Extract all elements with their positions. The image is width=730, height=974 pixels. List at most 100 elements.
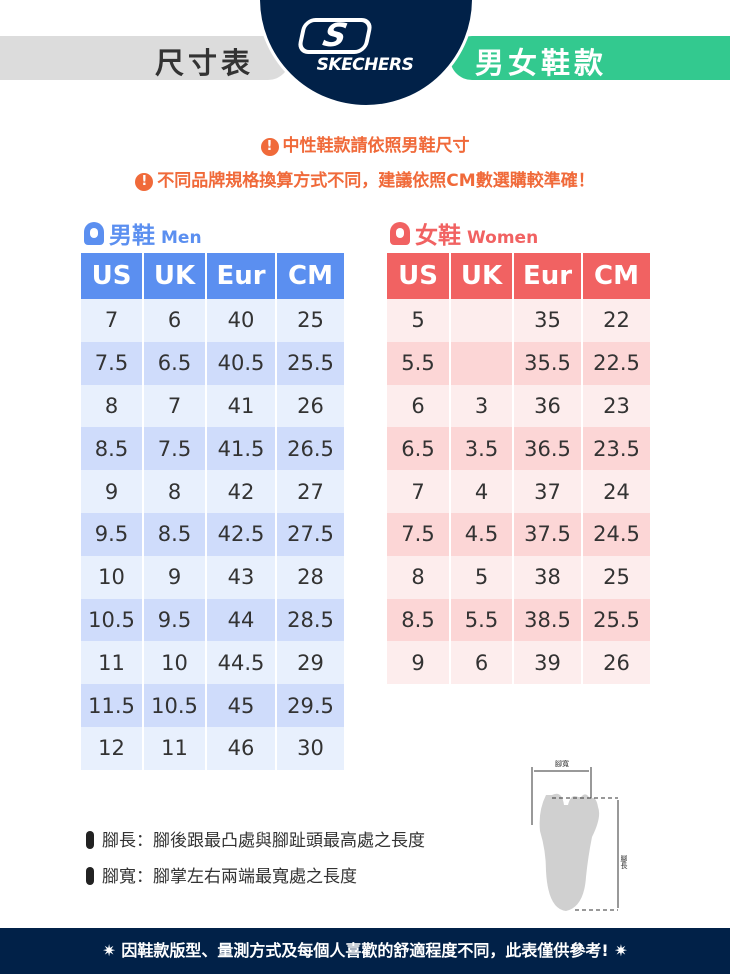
- table-row: 10 9 43 28: [81, 555, 344, 599]
- table-cell: 7.5: [387, 512, 451, 556]
- table-cell: 9.5: [143, 598, 207, 642]
- table-row: 10.5 9.5 44 28.5: [81, 598, 344, 642]
- table-row: 8.5 7.5 41.5 26.5: [81, 427, 344, 471]
- table-cell: 9: [143, 555, 207, 599]
- women-size-table: US UK Eur CM 5 35 22 5.5 35.5 22.5 6 3 36 23 6.5 3.5 36.…: [387, 253, 650, 685]
- table-cell: 43: [206, 555, 277, 599]
- table-cell: 28: [276, 555, 344, 599]
- table-cell: 8: [387, 555, 451, 599]
- men-subtitle: Men: [161, 228, 202, 248]
- foot-width-definition: 腳寬：腳掌左右兩端最寬處之長度: [86, 862, 357, 887]
- brand-logo-s: S: [296, 16, 374, 54]
- definition-text: 腳寬：腳掌左右兩端最寬處之長度: [102, 867, 357, 887]
- table-cell: 4.5: [450, 512, 514, 556]
- column-header: CM: [582, 253, 650, 299]
- table-row: 11 10 44.5 29: [81, 641, 344, 685]
- table-cell: 41: [206, 384, 277, 428]
- table-cell: 3: [450, 384, 514, 428]
- table-cell: 7.5: [143, 427, 207, 471]
- table-cell: 46: [206, 726, 277, 770]
- table-cell: 35: [513, 299, 583, 342]
- table-cell: 36: [513, 384, 583, 428]
- men-size-table: US UK Eur CM 7 6 40 25 7.5 6.5 40.5 25.5 8 7 41 26 8.5 7.…: [81, 253, 344, 770]
- exclamation-icon: !: [135, 173, 154, 191]
- column-header: Eur: [206, 253, 277, 299]
- bullet-icon: [86, 831, 94, 849]
- table-cell: 26: [582, 641, 650, 685]
- table-cell: 37.5: [513, 512, 583, 556]
- table-cell: 8.5: [143, 512, 207, 556]
- table-cell: 25.5: [582, 598, 650, 642]
- table-cell: 39: [513, 641, 583, 685]
- table-cell: 38: [513, 555, 583, 599]
- width-label: 腳寬: [555, 759, 569, 768]
- notice-text: 中性鞋款請依照男鞋尺寸: [282, 136, 470, 156]
- table-cell: 9: [81, 470, 144, 513]
- table-cell: 29.5: [276, 684, 344, 727]
- size-chart-banner: 尺寸表: [0, 36, 290, 80]
- table-cell: 25: [276, 299, 344, 342]
- table-row: 12 11 46 30: [81, 726, 344, 770]
- table-cell: 8.5: [81, 427, 144, 471]
- table-cell: 27: [276, 470, 344, 513]
- table-cell: 6: [450, 641, 514, 685]
- table-cell: 25.5: [276, 341, 344, 385]
- table-cell: 11: [81, 641, 144, 685]
- table-cell: 6.5: [143, 341, 207, 385]
- table-cell: 8: [81, 384, 144, 428]
- column-header: Eur: [513, 253, 583, 299]
- exclamation-icon: !: [260, 138, 279, 156]
- table-cell: 10: [143, 641, 207, 685]
- table-cell: 8.5: [387, 598, 451, 642]
- table-cell: 45: [206, 684, 277, 727]
- notice-brand: ! 不同品牌規格換算方式不同，建議依照CM數選購較準確！: [0, 166, 730, 191]
- table-cell: 5.5: [450, 598, 514, 642]
- column-header: UK: [143, 253, 207, 299]
- definition-text: 腳長：腳後跟最凸處與腳趾頭最高處之長度: [102, 831, 425, 851]
- men-section-title: 男鞋 Men: [84, 216, 202, 250]
- foot-measurement-diagram: 腳寬 腳長: [531, 759, 628, 911]
- table-cell: 9: [387, 641, 451, 685]
- women-title: 女鞋: [415, 223, 461, 249]
- table-cell: 4: [450, 470, 514, 513]
- foot-length-definition: 腳長：腳後跟最凸處與腳趾頭最高處之長度: [86, 826, 425, 851]
- table-cell: 7: [81, 299, 144, 342]
- table-row: 6 3 36 23: [387, 384, 650, 428]
- column-header: CM: [276, 253, 344, 299]
- table-row: 8 7 41 26: [81, 384, 344, 428]
- table-cell: 6: [143, 299, 207, 342]
- table-cell: 37: [513, 470, 583, 513]
- table-cell: 36.5: [513, 427, 583, 471]
- table-cell: 22.5: [582, 341, 650, 385]
- table-row: 8 5 38 25: [387, 555, 650, 599]
- table-row: 9 6 39 26: [387, 641, 650, 685]
- table-cell: 24.5: [582, 512, 650, 556]
- table-row: 7.5 6.5 40.5 25.5: [81, 341, 344, 385]
- table-row: 7 6 40 25: [81, 299, 344, 342]
- table-cell: 41.5: [206, 427, 277, 471]
- table-row: 7.5 4.5 37.5 24.5: [387, 512, 650, 556]
- brand-logo-badge: [257, 0, 475, 108]
- table-cell: 44: [206, 598, 277, 642]
- table-row: 7 4 37 24: [387, 470, 650, 513]
- table-cell: 5: [450, 555, 514, 599]
- table-cell: 40: [206, 299, 277, 342]
- table-cell: 35.5: [513, 341, 583, 385]
- table-cell: [450, 341, 514, 385]
- table-row: 9 8 42 27: [81, 470, 344, 513]
- column-header: US: [81, 253, 144, 299]
- person-icon: [84, 222, 104, 245]
- category-banner: 男女鞋款: [450, 36, 730, 80]
- column-header: UK: [450, 253, 514, 299]
- table-row: 8.5 5.5 38.5 25.5: [387, 598, 650, 642]
- table-row: 5.5 35.5 22.5: [387, 341, 650, 385]
- footer-disclaimer: ✷ 因鞋款版型、量測方式及每個人喜歡的舒適程度不同，此表僅供參考! ✷: [0, 928, 730, 974]
- table-cell: 24: [582, 470, 650, 513]
- table-cell: 27.5: [276, 512, 344, 556]
- table-cell: 9.5: [81, 512, 144, 556]
- table-cell: 11: [143, 726, 207, 770]
- table-cell: 29: [276, 641, 344, 685]
- table-cell: 23: [582, 384, 650, 428]
- size-chart-title: 尺寸表: [154, 46, 254, 80]
- table-cell: 11.5: [81, 684, 144, 727]
